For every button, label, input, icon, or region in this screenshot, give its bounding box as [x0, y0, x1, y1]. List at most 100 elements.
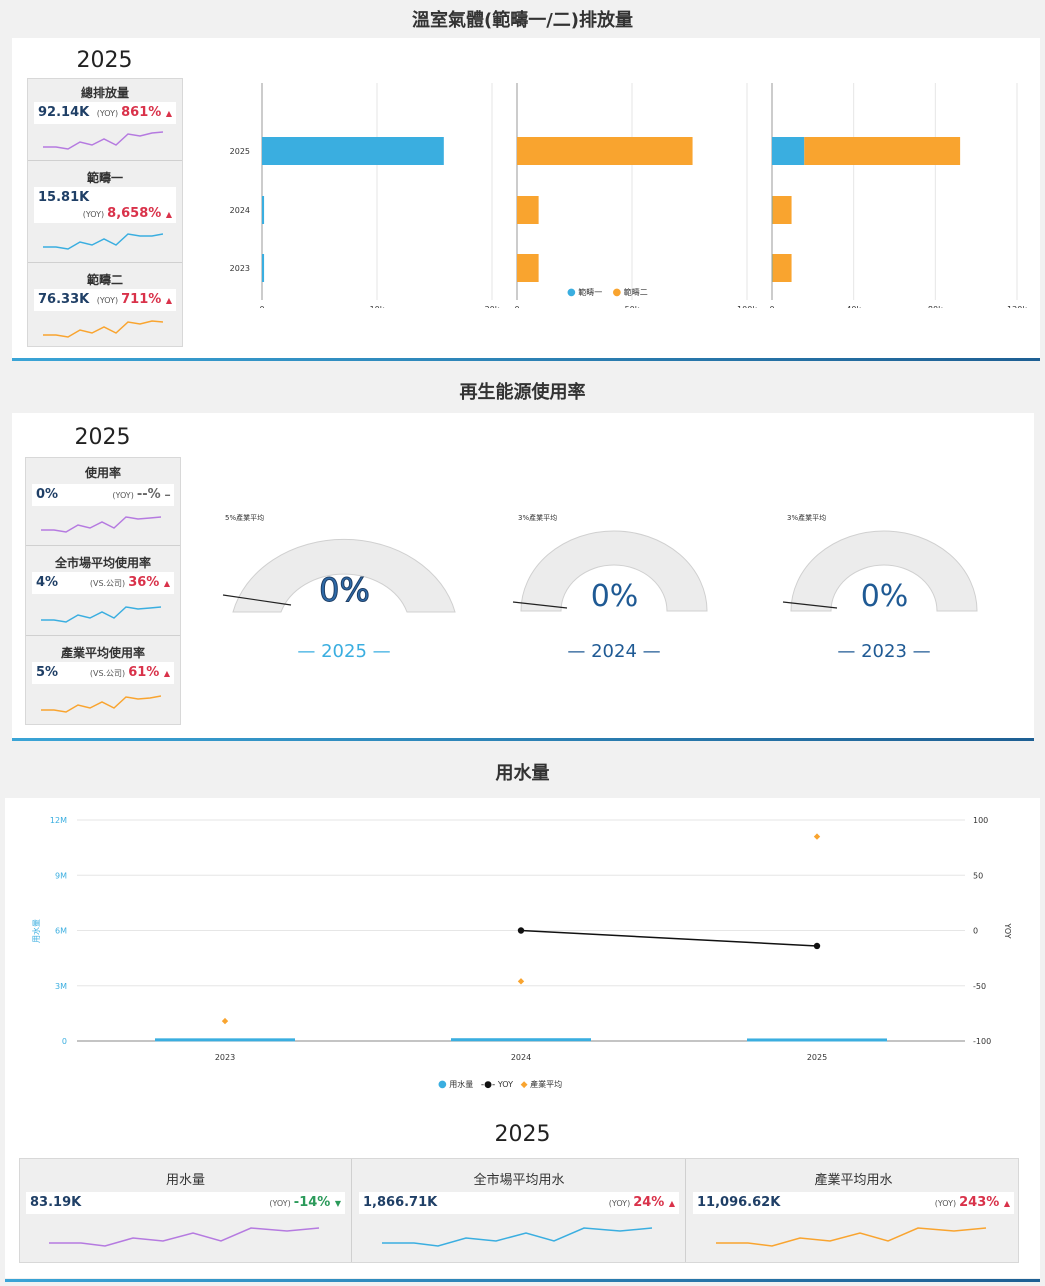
kpi-value: 11,096.62K: [697, 1195, 781, 1210]
y-right-tick-label: 100: [973, 816, 988, 825]
tick-label: 50k: [625, 305, 640, 308]
kpi-value: 76.33K: [38, 292, 90, 307]
yoy-point: [813, 942, 821, 950]
industry-avg-point: [813, 833, 821, 840]
kpi-yoy: (YOY) 861% ▲: [97, 105, 172, 120]
kpi-industry-avg-water[interactable]: 產業平均用水 11,096.62K (YOY) 243% ▲: [687, 1159, 1020, 1262]
kpi-yoy: (YOY) 711% ▲: [97, 292, 172, 307]
gauge-value: 0%: [319, 571, 371, 610]
kpi-value: 4%: [36, 575, 59, 590]
legend-diamond-icon: ◆: [520, 1080, 528, 1090]
gauge-value: 0%: [860, 579, 909, 614]
kpi-yoy: (YOY) 243% ▲: [935, 1195, 1010, 1210]
kpi-value: 92.14K: [38, 105, 90, 120]
gauge-year: — 2023 —: [837, 641, 931, 662]
gauge-arc: [782, 530, 978, 612]
water-card: 0 3M 6M 9M 12M -100 -50 0 50 100 用水量 YOY 2023 2024 202…: [5, 798, 1040, 1278]
kpi-water-usage[interactable]: 用水量 83.19K (YOY) -14% ▼: [20, 1159, 352, 1262]
tick-label: 100k: [737, 305, 757, 308]
legend-label: 產業平均: [530, 1080, 563, 1089]
kpi-value-row: 92.14K (YOY) 861% ▲: [34, 102, 176, 124]
yoy-label: (YOY): [934, 1199, 957, 1208]
kpi-value-row: 5% (VS.公司) 61% ▲: [32, 662, 174, 684]
legend-label: 範疇二: [623, 288, 648, 297]
bar: [262, 137, 444, 165]
tick-label: 20k: [485, 305, 500, 308]
kpi-yoy: (YOY) -14% ▼: [269, 1195, 341, 1210]
yoy-value: 711%: [121, 292, 162, 307]
arrow-up-icon: ▲: [165, 296, 172, 305]
section-underline: [12, 358, 1040, 361]
bar: [772, 137, 805, 165]
kpi-title: 產業平均使用率: [60, 646, 145, 660]
kpi-yoy: (YOY) 24% ▲: [609, 1195, 675, 1210]
sparkline: [49, 1227, 320, 1247]
renew-card: 2025 使用率 0% (YOY) --% ━ 全市場平均使用率 4% (VS.公…: [12, 413, 1034, 738]
kpi-market-avg-water[interactable]: 全市場平均用水 1,866.71K (YOY) 24% ▲: [353, 1159, 686, 1262]
bar: [772, 196, 792, 224]
x-tick-label: 2025: [807, 1053, 827, 1062]
y-tick-label: 9M: [55, 871, 67, 880]
bar: [747, 1038, 887, 1042]
gauge-value: 0%: [590, 579, 639, 614]
kpi-scope2[interactable]: 範疇二 76.33K (YOY) 711% ▲: [28, 263, 182, 348]
kpi-value: 5%: [36, 665, 59, 680]
ghg-legend[interactable]: ● 範疇一 ● 範疇二: [567, 287, 648, 298]
bar: [262, 254, 265, 282]
yoy-value: 24%: [633, 1195, 665, 1210]
ghg-year: 2025: [76, 48, 133, 73]
tick-label: 0: [514, 305, 519, 308]
sparkline: [43, 320, 163, 338]
legend-dot-icon: ●: [438, 1079, 447, 1090]
section-underline: [12, 738, 1034, 741]
yoy-value: --%: [136, 487, 161, 502]
water-combo-chart: 0 3M 6M 9M 12M -100 -50 0 50 100 用水量 YOY 2023 2024 202…: [31, 816, 1012, 1062]
kpi-total-emission[interactable]: 總排放量 92.14K (YOY) 861% ▲: [28, 79, 182, 161]
water-legend[interactable]: ● 用水量 -●- YOY ◆ 產業平均: [438, 1079, 562, 1090]
renew-section-title: 再生能源使用率: [459, 382, 586, 403]
arrow-up-icon: ▲: [163, 579, 170, 588]
bar: [517, 254, 539, 282]
y-tick-label: 0: [62, 1037, 67, 1046]
kpi-scope1[interactable]: 範疇一 15.81K (YOY) 8,658% ▲: [28, 161, 182, 263]
gauge-arc: [512, 530, 708, 612]
sparkline: [41, 516, 161, 533]
legend-dot-icon: ●: [612, 287, 622, 298]
category-label: 2025: [230, 147, 250, 156]
kpi-value-row: 4% (VS.公司) 36% ▲: [32, 572, 174, 594]
kpi-title: 總排放量: [80, 86, 129, 100]
legend-label: 範疇一: [578, 288, 603, 297]
y-tick-label: 6M: [55, 927, 67, 936]
kpi-yoy: (YOY) --% ━: [112, 487, 170, 502]
yoy-label: (YOY): [112, 491, 134, 500]
yoy-label: (VS.公司): [89, 669, 126, 678]
kpi-value: 1,866.71K: [363, 1195, 438, 1210]
y-right-tick-label: -100: [973, 1037, 991, 1046]
kpi-value: 83.19K: [30, 1195, 82, 1210]
gauge-year: — 2025 —: [297, 641, 391, 662]
kpi-title: 使用率: [84, 466, 121, 480]
kpi-value-row: 76.33K (YOY) 711% ▲: [34, 289, 176, 311]
bar: [517, 137, 693, 165]
kpi-yoy: (VS.公司) 61% ▲: [90, 665, 170, 680]
kpi-market-avg-rate[interactable]: 全市場平均使用率 4% (VS.公司) 36% ▲: [26, 546, 180, 636]
y-right-tick-label: 50: [973, 871, 983, 880]
gauge-benchmark-label: 3%產業平均: [787, 514, 827, 522]
kpi-title: 用水量: [165, 1173, 205, 1188]
gauge-arc: [222, 538, 456, 613]
tick-label: 10k: [370, 305, 385, 308]
water-year: 2025: [494, 1122, 551, 1147]
ghg-section-title: 溫室氣體(範疇一/二)排放量: [411, 10, 634, 31]
y-right-tick-label: 0: [973, 927, 978, 936]
y-axis-label: 用水量: [31, 919, 41, 943]
yoy-label: (YOY): [82, 210, 105, 219]
category-label: 2024: [230, 206, 250, 215]
y-tick-label: 3M: [55, 982, 67, 991]
bar: [155, 1038, 295, 1042]
water-kpi-row: 用水量 83.19K (YOY) -14% ▼ 全市場平均用水 1,866.71K…: [19, 1158, 1019, 1263]
water-section-title: 用水量: [495, 763, 550, 784]
kpi-usage-rate[interactable]: 使用率 0% (YOY) --% ━: [26, 458, 180, 546]
yoy-value: 8,658%: [107, 206, 162, 221]
sparkline: [716, 1227, 987, 1247]
kpi-industry-avg-rate[interactable]: 產業平均使用率 5% (VS.公司) 61% ▲: [26, 636, 180, 726]
